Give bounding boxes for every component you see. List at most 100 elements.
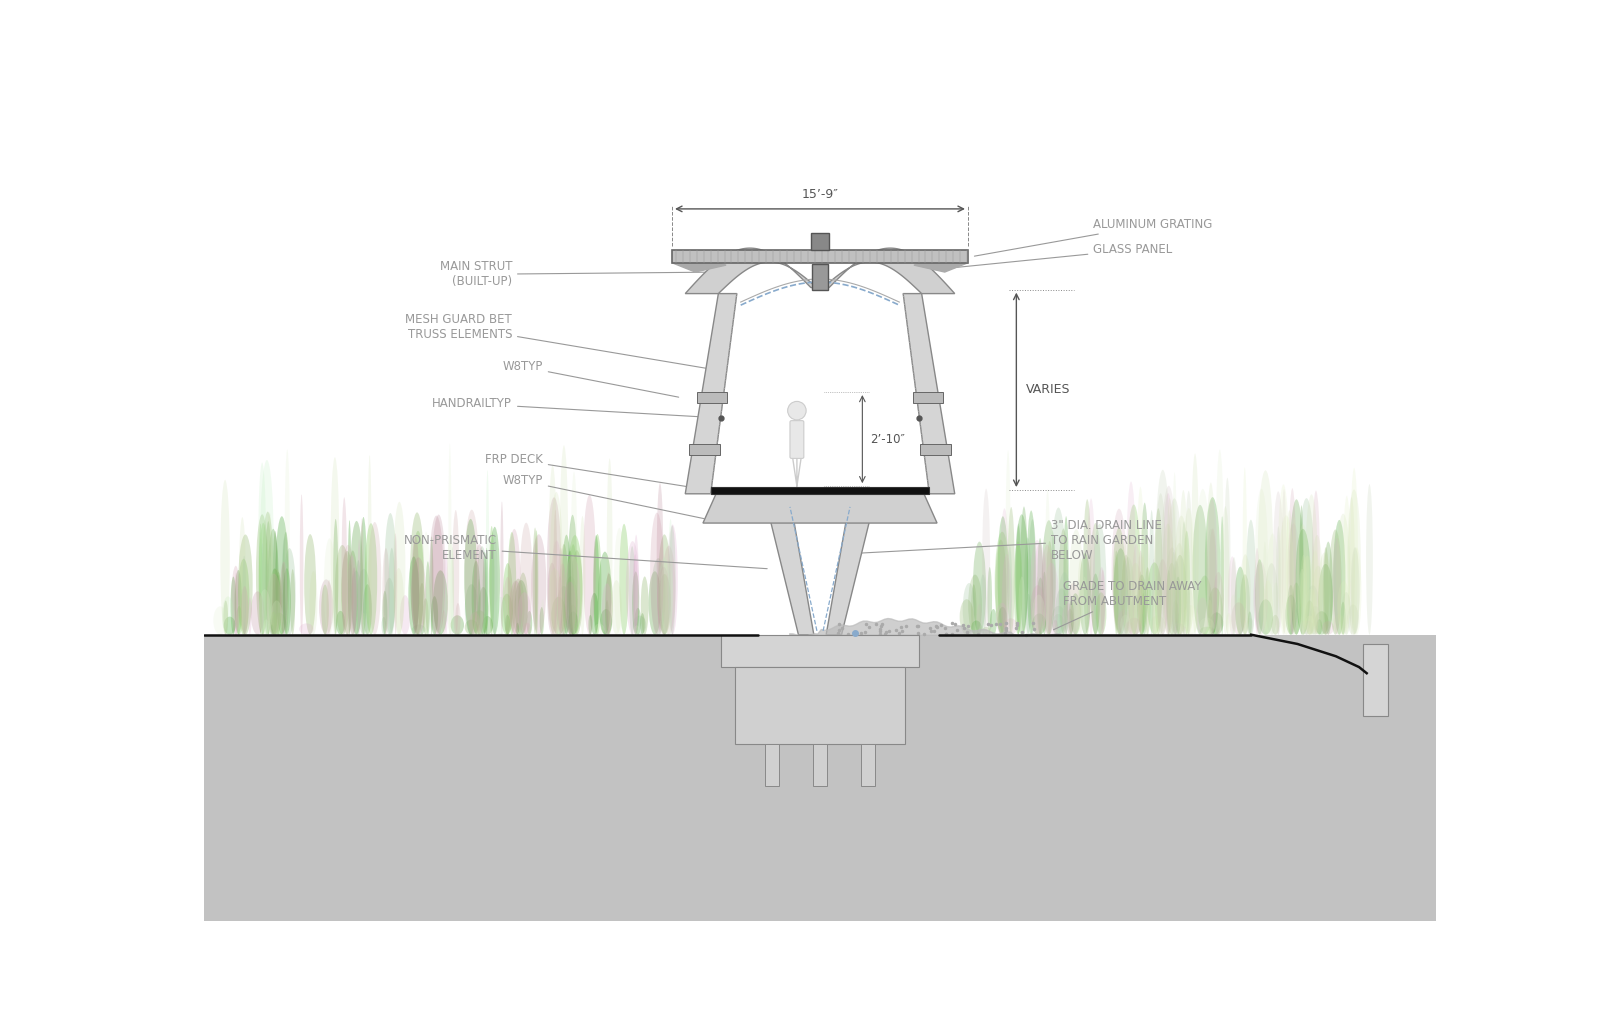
Ellipse shape: [598, 552, 611, 634]
Ellipse shape: [626, 541, 640, 634]
Ellipse shape: [963, 583, 976, 634]
Ellipse shape: [509, 529, 520, 634]
Ellipse shape: [518, 592, 531, 634]
Ellipse shape: [1166, 563, 1178, 634]
Ellipse shape: [1037, 578, 1045, 634]
Ellipse shape: [256, 514, 269, 634]
Ellipse shape: [269, 556, 272, 634]
Ellipse shape: [523, 623, 531, 634]
Ellipse shape: [554, 510, 557, 634]
Ellipse shape: [582, 495, 595, 634]
Ellipse shape: [1166, 498, 1173, 634]
Ellipse shape: [434, 570, 448, 634]
Ellipse shape: [1205, 529, 1216, 634]
Polygon shape: [902, 294, 955, 494]
Ellipse shape: [362, 613, 365, 634]
Ellipse shape: [658, 567, 670, 634]
Ellipse shape: [1128, 563, 1142, 634]
Ellipse shape: [1181, 522, 1187, 634]
Ellipse shape: [494, 597, 507, 634]
Polygon shape: [722, 634, 918, 667]
Ellipse shape: [968, 574, 982, 634]
Ellipse shape: [1299, 620, 1314, 634]
Ellipse shape: [275, 572, 282, 634]
Ellipse shape: [1042, 544, 1053, 634]
Ellipse shape: [1126, 618, 1142, 634]
Ellipse shape: [1166, 499, 1182, 634]
Ellipse shape: [1205, 497, 1221, 634]
Ellipse shape: [1277, 526, 1280, 634]
Ellipse shape: [1288, 489, 1296, 634]
Ellipse shape: [533, 528, 538, 634]
Ellipse shape: [456, 603, 461, 634]
Ellipse shape: [1312, 535, 1323, 634]
Ellipse shape: [640, 576, 648, 634]
Ellipse shape: [222, 596, 234, 634]
Ellipse shape: [973, 541, 986, 634]
Ellipse shape: [242, 556, 246, 634]
Ellipse shape: [264, 559, 269, 634]
Ellipse shape: [1182, 626, 1187, 634]
Ellipse shape: [360, 519, 363, 634]
Ellipse shape: [1213, 572, 1224, 634]
Ellipse shape: [1014, 514, 1029, 634]
Ellipse shape: [1029, 520, 1037, 634]
Ellipse shape: [1253, 562, 1267, 634]
Ellipse shape: [259, 523, 267, 634]
Ellipse shape: [1299, 505, 1304, 634]
Ellipse shape: [1286, 524, 1301, 634]
Ellipse shape: [565, 576, 578, 634]
Ellipse shape: [634, 555, 637, 634]
Polygon shape: [766, 503, 814, 634]
Ellipse shape: [629, 546, 635, 634]
Ellipse shape: [1306, 600, 1315, 634]
Ellipse shape: [1032, 614, 1046, 634]
Ellipse shape: [1338, 581, 1350, 634]
Polygon shape: [205, 634, 1437, 921]
Ellipse shape: [1005, 450, 1011, 634]
Ellipse shape: [1230, 595, 1237, 634]
Ellipse shape: [357, 569, 371, 634]
Ellipse shape: [368, 522, 381, 634]
Ellipse shape: [1067, 583, 1080, 634]
Ellipse shape: [1291, 583, 1301, 634]
Ellipse shape: [1350, 468, 1358, 634]
Ellipse shape: [266, 522, 272, 634]
Ellipse shape: [1142, 536, 1150, 634]
Ellipse shape: [1299, 498, 1314, 634]
Ellipse shape: [1208, 588, 1222, 634]
Ellipse shape: [333, 519, 338, 634]
Ellipse shape: [474, 544, 485, 634]
Ellipse shape: [1139, 555, 1146, 634]
Ellipse shape: [1347, 604, 1358, 634]
Ellipse shape: [1302, 539, 1307, 634]
Ellipse shape: [1155, 494, 1166, 634]
Ellipse shape: [512, 579, 525, 634]
Ellipse shape: [442, 610, 446, 634]
Ellipse shape: [640, 613, 645, 634]
Ellipse shape: [1254, 489, 1267, 634]
Ellipse shape: [1323, 541, 1333, 634]
Ellipse shape: [606, 572, 611, 634]
Ellipse shape: [1112, 508, 1126, 634]
Ellipse shape: [1090, 523, 1101, 634]
Ellipse shape: [1051, 605, 1066, 634]
Ellipse shape: [326, 580, 331, 634]
Ellipse shape: [224, 600, 229, 634]
Ellipse shape: [323, 538, 336, 634]
Text: ALUMINUM GRATING: ALUMINUM GRATING: [974, 217, 1213, 256]
Ellipse shape: [1197, 597, 1210, 634]
Ellipse shape: [490, 526, 494, 634]
Ellipse shape: [669, 519, 674, 634]
Ellipse shape: [1286, 510, 1293, 634]
Ellipse shape: [1101, 569, 1106, 634]
Ellipse shape: [368, 455, 371, 634]
Ellipse shape: [1096, 592, 1107, 634]
Ellipse shape: [539, 607, 544, 634]
Ellipse shape: [1162, 524, 1174, 634]
Ellipse shape: [270, 624, 274, 634]
Ellipse shape: [568, 604, 578, 634]
Ellipse shape: [606, 459, 613, 634]
Polygon shape: [914, 263, 968, 272]
Ellipse shape: [1075, 595, 1082, 634]
